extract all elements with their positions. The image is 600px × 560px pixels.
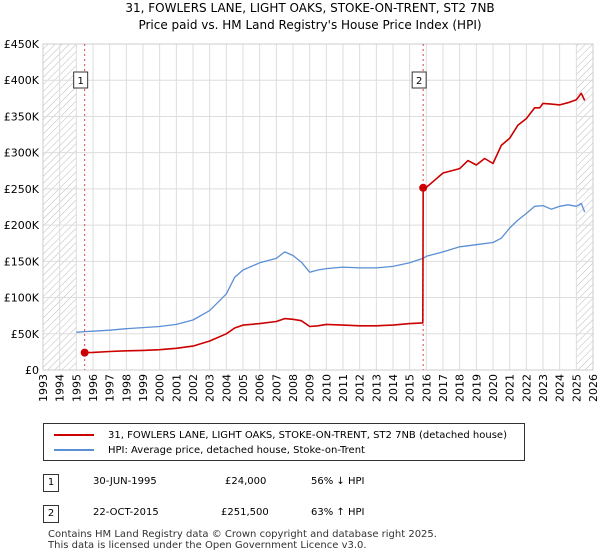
- y-tick-label: £150K: [4, 255, 40, 268]
- x-tick-label: 2016: [420, 374, 433, 402]
- x-tick-label: 2006: [254, 374, 267, 402]
- marker-label: 1: [77, 76, 83, 87]
- x-tick-label: 2012: [354, 374, 367, 402]
- sale-point: [80, 348, 89, 357]
- y-tick-label: £400K: [4, 74, 40, 87]
- legend-item-property: 31, FOWLERS LANE, LIGHT OAKS, STOKE-ON-T…: [54, 428, 507, 442]
- x-tick-label: 2011: [337, 374, 350, 402]
- x-tick-label: 2023: [537, 374, 550, 402]
- footer-copyright: Contains HM Land Registry data © Crown c…: [48, 529, 437, 540]
- x-tick-label: 2014: [387, 374, 400, 402]
- x-tick-label: 2024: [554, 374, 567, 402]
- x-tick-label: 1994: [54, 374, 67, 402]
- marker-label-box: [73, 71, 89, 89]
- y-tick-label: £0: [25, 364, 39, 377]
- legend-hpi-swatch: [54, 449, 94, 451]
- x-tick-label: 1998: [120, 374, 133, 402]
- transaction-date: 30-JUN-1995: [93, 476, 157, 487]
- transaction-number: 1: [43, 474, 59, 492]
- chart-subtitle: Price paid vs. HM Land Registry's House …: [138, 18, 481, 32]
- x-tick-label: 1995: [70, 374, 83, 402]
- legend-hpi-label: HPI: Average price, detached house, Stok…: [108, 444, 365, 456]
- x-tick-label: 2002: [187, 374, 200, 402]
- y-tick-label: £350K: [4, 110, 40, 123]
- plot-border: [42, 43, 594, 371]
- hpi-line: [76, 202, 586, 333]
- hatched-region: [576, 44, 593, 370]
- x-tick-label: 2021: [504, 374, 517, 402]
- legend-item-hpi: HPI: Average price, detached house, Stok…: [54, 443, 365, 457]
- transaction-hpi-change: 63% ↑ HPI: [311, 507, 365, 518]
- marker-label-box: [411, 71, 427, 89]
- y-tick-label: £100K: [4, 292, 40, 305]
- legend: 31, FOWLERS LANE, LIGHT OAKS, STOKE-ON-T…: [43, 423, 525, 461]
- footer-licence: This data is licensed under the Open Gov…: [48, 540, 367, 551]
- x-tick-label: 2003: [204, 374, 217, 402]
- x-tick-label: 2010: [320, 374, 333, 402]
- x-tick-label: 2000: [154, 374, 167, 402]
- x-tick-label: 2018: [454, 374, 467, 402]
- chart-title: 31, FOWLERS LANE, LIGHT OAKS, STOKE-ON-T…: [125, 1, 494, 15]
- x-tick-label: 2001: [170, 374, 183, 402]
- y-tick-label: £300K: [4, 147, 40, 160]
- x-tick-label: 2015: [404, 374, 417, 402]
- x-tick-label: 2019: [470, 374, 483, 402]
- x-tick-label: 1996: [87, 374, 100, 402]
- x-tick-label: 2025: [570, 374, 583, 402]
- x-tick-label: 2026: [587, 374, 600, 402]
- y-tick-label: £50K: [11, 328, 40, 341]
- property-price-line: [84, 92, 586, 354]
- x-tick-label: 2020: [487, 374, 500, 402]
- transaction-price: £24,000: [225, 476, 267, 487]
- x-tick-label: 2008: [287, 374, 300, 402]
- legend-property-swatch: [54, 434, 94, 436]
- x-tick-label: 2017: [437, 374, 450, 402]
- y-tick-label: £200K: [4, 219, 40, 232]
- transaction-price: £251,500: [221, 507, 269, 518]
- x-tick-label: 2004: [220, 374, 233, 402]
- x-tick-label: 2005: [237, 374, 250, 402]
- y-tick-label: £450K: [4, 38, 40, 51]
- footer: Contains HM Land Registry data © Crown c…: [48, 529, 437, 551]
- plot-area: [43, 44, 593, 370]
- x-tick-label: 2007: [270, 374, 283, 402]
- x-tick-label: 2009: [304, 374, 317, 402]
- legend-property-label: 31, FOWLERS LANE, LIGHT OAKS, STOKE-ON-T…: [108, 429, 507, 441]
- y-tick-label: £250K: [4, 183, 40, 196]
- marker-label: 2: [416, 76, 422, 87]
- x-tick-label: 1993: [37, 374, 50, 402]
- x-tick-label: 2022: [520, 374, 533, 402]
- transaction-hpi-change: 56% ↓ HPI: [311, 476, 365, 487]
- x-tick-label: 1999: [137, 374, 150, 402]
- sale-point: [419, 183, 428, 192]
- transaction-number: 2: [43, 505, 59, 523]
- transaction-date: 22-OCT-2015: [93, 507, 159, 518]
- x-tick-label: 2013: [370, 374, 383, 402]
- x-tick-label: 1997: [104, 374, 117, 402]
- price-chart: 31, FOWLERS LANE, LIGHT OAKS, STOKE-ON-T…: [4, 1, 600, 402]
